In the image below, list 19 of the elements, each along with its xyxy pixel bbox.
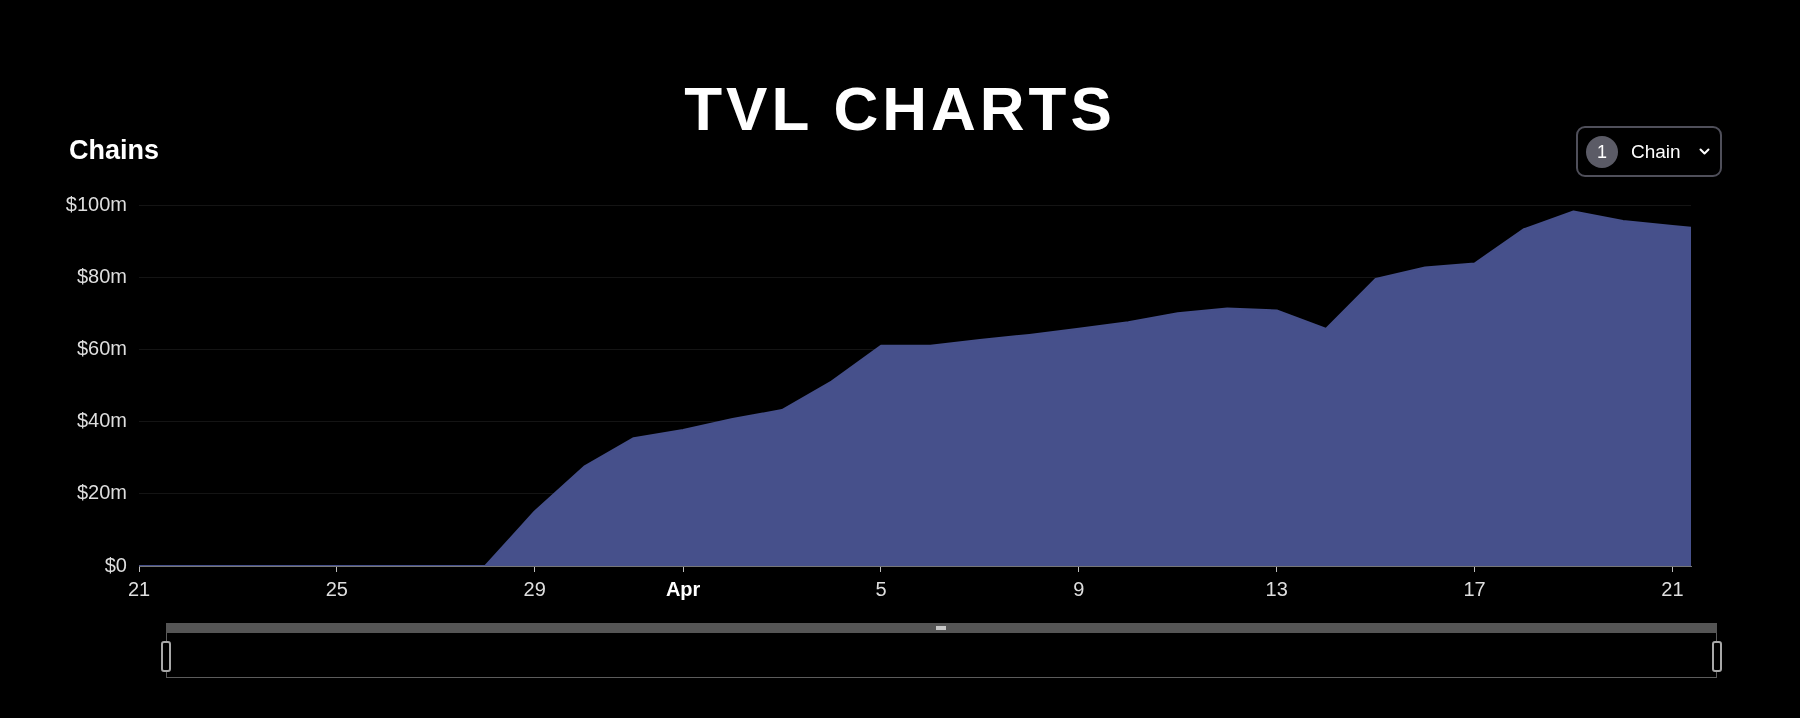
- chart-title: TVL CHARTS: [684, 74, 1116, 143]
- y-tick-label: $60m: [76, 336, 127, 359]
- x-tick-label: 29: [523, 577, 546, 600]
- y-tick-label: $100m: [65, 192, 127, 215]
- y-tick-label: $20m: [76, 481, 127, 504]
- x-tick-label: 13: [1265, 577, 1288, 600]
- y-tick-label: $80m: [76, 264, 127, 287]
- y-tick-label: $40m: [76, 409, 127, 432]
- chart-subtitle: Chains: [69, 135, 160, 165]
- x-tick-label: Apr: [665, 577, 701, 600]
- x-tick-label: 5: [875, 577, 887, 600]
- x-tick-label: 25: [325, 577, 348, 600]
- x-tick-label: 9: [1073, 577, 1085, 600]
- y-tick-label: $0: [104, 553, 127, 576]
- x-tick-label: 21: [1661, 577, 1684, 600]
- dropdown: 1 Chain: [1576, 126, 1722, 177]
- count-badge: 1: [1586, 136, 1618, 168]
- x-tick-label: 17: [1463, 577, 1486, 600]
- x-tick-label: 21: [127, 577, 151, 600]
